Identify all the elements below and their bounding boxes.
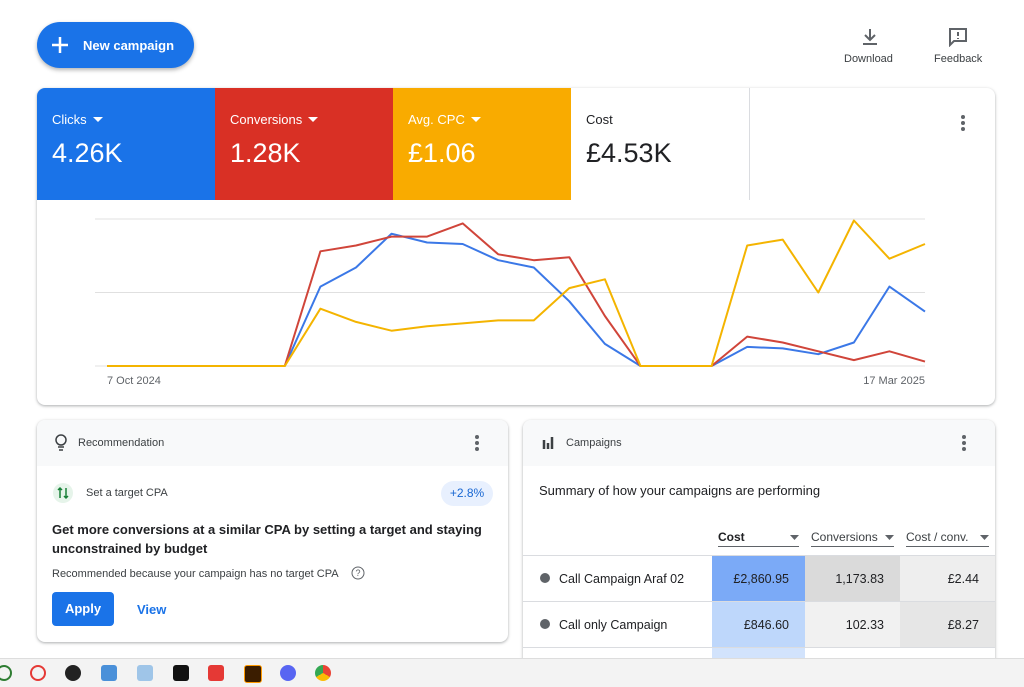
status-dot (540, 573, 550, 583)
x-tick-label: 7 Oct 2024 (107, 375, 161, 387)
scorecard-value: £1.06 (408, 138, 476, 168)
app-icon[interactable] (0, 665, 12, 681)
scorecard-label: Conversions (230, 112, 303, 127)
overview-card: Clicks 4.26K Conversions 1.28K Avg. CPC £1.06… (37, 88, 995, 405)
scorecard[interactable]: Avg. CPC £1.06 (393, 88, 571, 200)
scorecard[interactable]: Clicks 4.26K (37, 88, 215, 200)
series-line (107, 219, 926, 367)
app-icon[interactable] (65, 665, 81, 681)
row-divider (523, 601, 995, 602)
cell-text: 1,173.83 (835, 571, 884, 586)
app-icon[interactable] (30, 665, 46, 681)
app-icon[interactable] (244, 665, 262, 683)
taskbar (0, 658, 1024, 687)
more-menu[interactable] (962, 435, 966, 453)
campaign-name: Call Campaign Araf 02 (523, 556, 712, 601)
scorecard-label: Clicks (52, 112, 87, 127)
cell-text: £2,860.95 (733, 571, 789, 586)
table-cell: £8.27 (900, 602, 995, 647)
feedback-icon (949, 28, 967, 47)
column-header[interactable]: Cost / conv. (906, 528, 989, 547)
app-icon[interactable] (137, 665, 153, 681)
cell-text: £846.60 (743, 617, 789, 632)
series-line (107, 222, 926, 367)
dropdown-arrow (92, 116, 103, 122)
feedback-button[interactable]: Feedback (930, 26, 990, 68)
help-icon: ? (351, 566, 365, 580)
column-header[interactable]: Cost (718, 528, 799, 547)
app-icon[interactable] (280, 665, 296, 681)
campaign-name-text: Call only Campaign (559, 617, 668, 632)
table-cell: £2.44 (900, 556, 995, 601)
dropdown-arrow (470, 116, 481, 122)
table-cell: 1,173.83 (805, 556, 900, 601)
cell-text: £8.27 (947, 617, 979, 632)
download-label: Download (844, 53, 893, 65)
card-title: Campaigns (566, 437, 622, 449)
bars-icon (542, 437, 554, 449)
button-label: New campaign (83, 38, 175, 53)
sort-arrow (885, 534, 894, 540)
column-title: Cost / conv. (906, 530, 969, 544)
bulb-icon (55, 434, 67, 451)
x-tick-label: 17 Mar 2025 (863, 375, 925, 387)
status-dot (540, 619, 550, 629)
svg-text:?: ? (355, 568, 360, 578)
download-button[interactable]: Download (840, 26, 900, 68)
recommendation-headline: Get more conversions at a similar CPA by… (52, 522, 482, 556)
table-cell (712, 648, 805, 658)
download-icon (863, 29, 877, 45)
scorecard-label-row: Clicks (52, 112, 103, 127)
row-divider (523, 647, 995, 648)
cell-text: 102.33 (845, 617, 884, 632)
column-title: Cost (718, 530, 745, 544)
app-icon[interactable] (315, 665, 331, 681)
scorecard-value: 4.26K (52, 138, 123, 168)
recommendation-card: Recommendation Set a target CPA +2.8% Ge… (37, 420, 508, 642)
campaign-name: Call only Campaign (523, 602, 712, 647)
scorecard-value: £4.53K (586, 138, 672, 168)
scorecard-label-row: Conversions (230, 112, 319, 127)
summary-text: Summary of how your campaigns are perfor… (539, 483, 821, 498)
cpa-icon (53, 483, 73, 503)
row-divider (523, 555, 995, 556)
table-cell: £846.60 (712, 602, 805, 647)
table-cell: 102.33 (805, 602, 900, 647)
line-chart: 7 Oct 2024 17 Mar 2025 (95, 218, 926, 387)
card-header (523, 420, 995, 466)
view-button[interactable]: View (137, 602, 167, 617)
campaign-name-text: Call Campaign Araf 02 (559, 571, 685, 586)
scorecard-label: Avg. CPC (408, 112, 465, 127)
sort-arrow (790, 534, 799, 540)
app-icon[interactable] (173, 665, 189, 681)
card-header (37, 420, 508, 466)
sort-arrow (980, 534, 989, 540)
apply-button[interactable]: Apply (52, 592, 114, 626)
column-header[interactable]: Conversions (811, 528, 894, 547)
recommendation-reason: Recommended because your campaign has no… (52, 568, 339, 580)
new-campaign-button[interactable]: New campaign (37, 22, 194, 68)
scorecard-label-row: Avg. CPC (408, 112, 481, 127)
card-title: Recommendation (78, 437, 165, 449)
app-icon[interactable] (101, 665, 117, 681)
uplift-badge: +2.8% (441, 481, 493, 506)
recommendation-item: Set a target CPA (86, 487, 168, 499)
scorecard-value: 1.28K (230, 138, 301, 168)
more-menu[interactable] (475, 435, 479, 453)
feedback-label: Feedback (934, 53, 983, 65)
more-menu[interactable] (961, 115, 965, 133)
scorecard[interactable]: Cost £4.53K (571, 88, 750, 200)
app-icon[interactable] (208, 665, 224, 681)
table-cell: £2,860.95 (712, 556, 805, 601)
scorecard-label: Cost (586, 112, 613, 127)
dropdown-arrow (308, 116, 319, 122)
column-title: Conversions (811, 530, 878, 544)
series-line (107, 232, 926, 367)
cell-text: £2.44 (947, 571, 979, 586)
scorecard[interactable]: Conversions 1.28K (215, 88, 393, 200)
plus-icon (52, 37, 68, 53)
